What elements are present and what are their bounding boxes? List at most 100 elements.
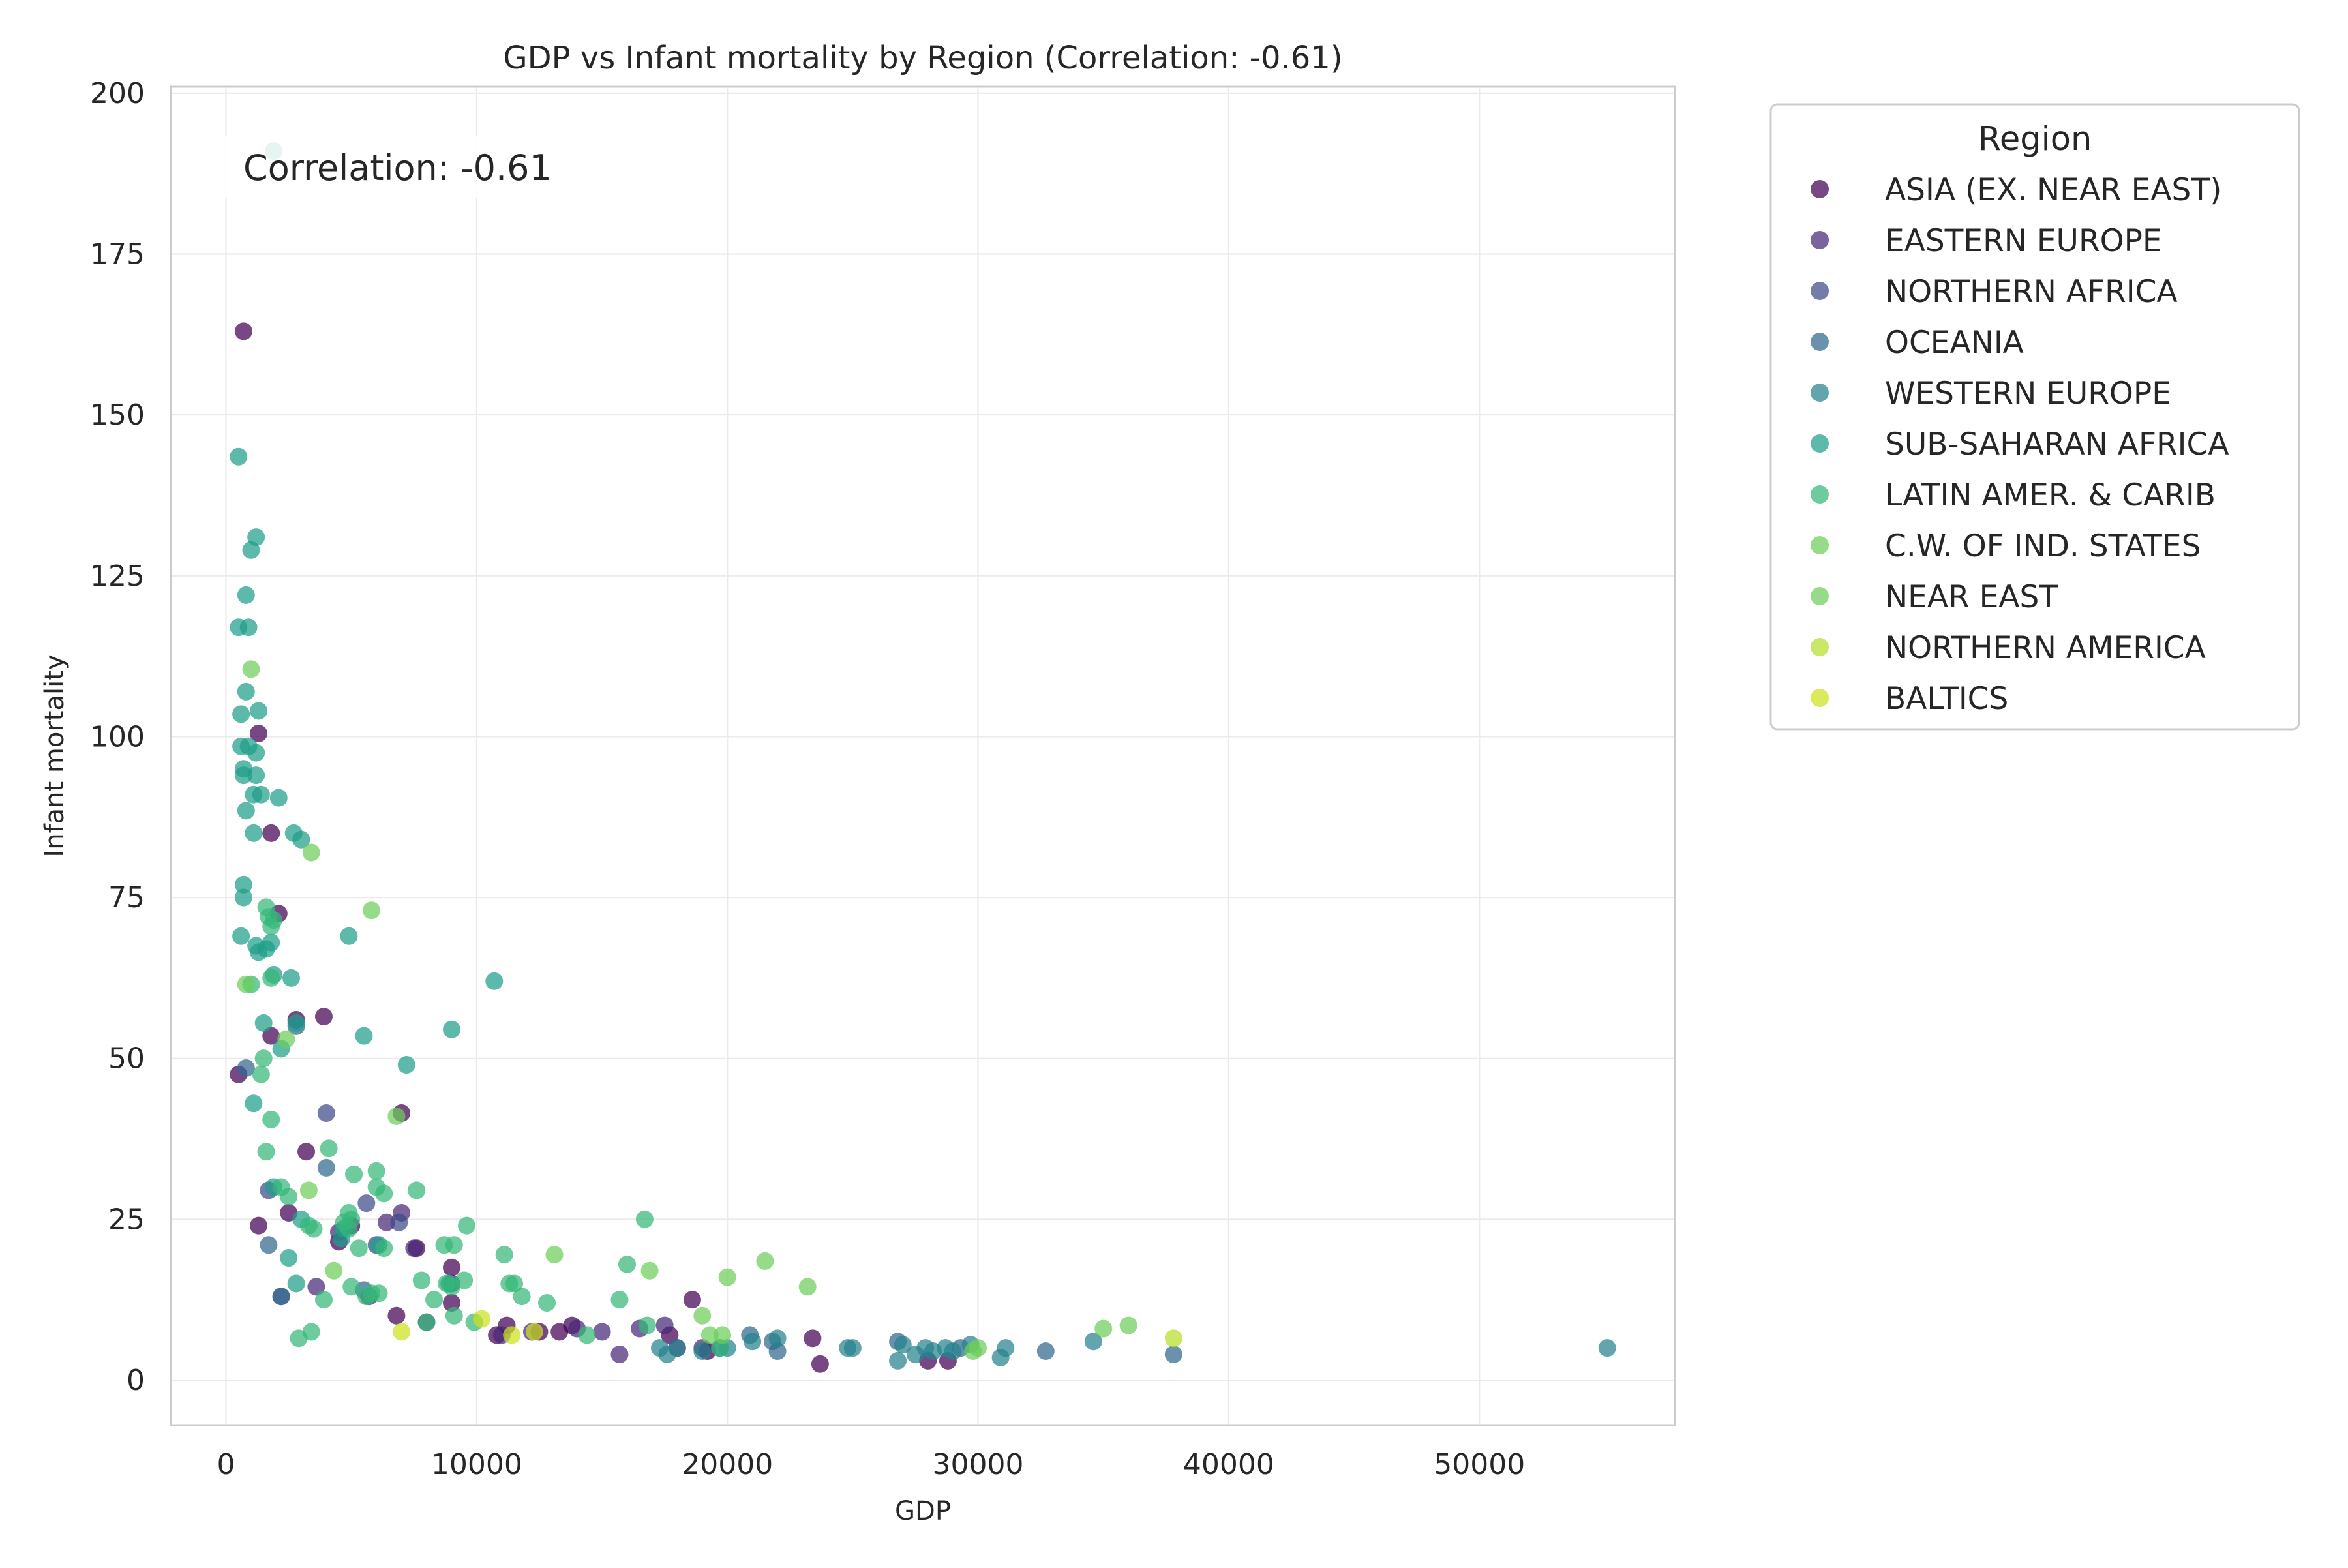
data-point: [445, 1236, 463, 1254]
data-point: [714, 1326, 732, 1344]
data-point: [287, 1274, 305, 1293]
data-point: [252, 785, 270, 804]
data-point: [455, 1271, 474, 1289]
annotation-box: [225, 136, 479, 198]
data-point: [744, 1333, 762, 1351]
data-point: [375, 1184, 393, 1203]
legend-marker: [1811, 587, 1829, 605]
data-point: [610, 1345, 629, 1363]
legend-marker: [1811, 689, 1829, 707]
y-tick-label: 25: [108, 1203, 145, 1236]
data-point: [245, 1094, 263, 1113]
data-point: [538, 1294, 556, 1312]
data-point: [350, 1239, 368, 1258]
data-point: [297, 1143, 316, 1161]
data-point: [640, 1261, 659, 1280]
y-tick-label: 75: [108, 881, 145, 914]
data-point: [693, 1342, 712, 1361]
data-point: [1119, 1316, 1137, 1334]
data-point: [325, 1261, 343, 1280]
data-point: [317, 1158, 335, 1177]
legend-title: Region: [1978, 120, 2092, 158]
data-point: [442, 1258, 460, 1276]
legend-label: LATIN AMER. & CARIB: [1885, 477, 2216, 513]
data-point: [756, 1252, 774, 1270]
data-point: [1164, 1345, 1182, 1363]
data-point: [804, 1329, 822, 1348]
data-point: [272, 1288, 290, 1306]
data-point: [944, 1342, 962, 1361]
data-point: [342, 1278, 361, 1296]
data-point: [442, 1020, 460, 1038]
legend: Region ASIA (EX. NEAR EAST) EASTERN EUROP…: [1769, 103, 2300, 731]
data-point: [262, 969, 280, 987]
data-point: [635, 1210, 654, 1228]
y-tick-label: 0: [127, 1364, 145, 1397]
data-point: [578, 1326, 596, 1344]
data-point: [843, 1339, 862, 1357]
data-point: [345, 1165, 363, 1183]
legend-marker: [1811, 485, 1829, 504]
data-point: [230, 447, 248, 466]
tick-labels: 0 10000 20000 30000 40000 50000 0 25 50 75 100 125 1…: [90, 77, 1525, 1481]
grid: [171, 87, 1675, 1425]
data-point: [282, 969, 300, 987]
data-point: [1598, 1339, 1616, 1357]
data-point: [655, 1316, 674, 1334]
data-point: [239, 618, 258, 637]
data-point: [610, 1291, 629, 1309]
data-point: [693, 1306, 712, 1325]
data-point: [505, 1274, 524, 1293]
legend-label: NORTHERN AMERICA: [1885, 630, 2206, 666]
data-point: [260, 1236, 278, 1254]
data-point: [247, 766, 265, 785]
chart-title: GDP vs Infant mortality by Region (Corre…: [503, 40, 1342, 76]
data-point: [367, 1162, 385, 1180]
data-point: [290, 1329, 308, 1348]
y-axis-label: Infant mortality: [40, 654, 70, 857]
data-point: [425, 1291, 444, 1309]
data-point: [1164, 1329, 1182, 1348]
y-tick-label: 175: [90, 238, 145, 271]
data-point: [292, 830, 310, 849]
legend-marker: [1811, 638, 1829, 656]
data-point: [894, 1336, 912, 1354]
data-point: [237, 682, 255, 701]
correlation-annotation: Correlation: -0.61: [243, 147, 552, 188]
data-point: [242, 660, 260, 678]
x-axis-label: GDP: [895, 1496, 951, 1526]
data-point: [299, 1181, 318, 1199]
data-point: [700, 1326, 719, 1344]
data-point: [262, 824, 280, 842]
legend-marker: [1811, 384, 1829, 402]
data-point: [302, 843, 320, 862]
data-point: [370, 1284, 388, 1303]
y-tick-label: 200: [90, 77, 145, 110]
legend-marker: [1811, 434, 1829, 453]
data-point: [234, 766, 252, 785]
data-point: [387, 1107, 406, 1125]
data-point: [262, 1027, 280, 1045]
data-point: [305, 1220, 323, 1238]
data-point: [969, 1339, 987, 1357]
data-point: [405, 1239, 423, 1258]
data-point: [234, 888, 252, 907]
plot-frame: [170, 85, 1676, 1426]
data-point: [668, 1339, 686, 1357]
data-point: [342, 1210, 361, 1228]
data-point: [242, 541, 260, 559]
legend-label: WESTERN EUROPE: [1885, 376, 2171, 412]
x-tick-label: 50000: [1434, 1448, 1525, 1481]
data-point: [250, 1216, 268, 1235]
data-point: [257, 1143, 275, 1161]
data-point: [445, 1306, 463, 1325]
legend-label: EASTERN EUROPE: [1885, 223, 2162, 259]
data-point: [262, 1110, 280, 1128]
legend-marker: [1811, 231, 1829, 249]
data-point: [254, 1049, 273, 1068]
y-tick-label: 50: [108, 1042, 145, 1076]
legend-marker: [1811, 536, 1829, 554]
data-point: [262, 933, 280, 952]
legend-label: OCEANIA: [1885, 325, 2024, 361]
data-point: [638, 1316, 656, 1334]
